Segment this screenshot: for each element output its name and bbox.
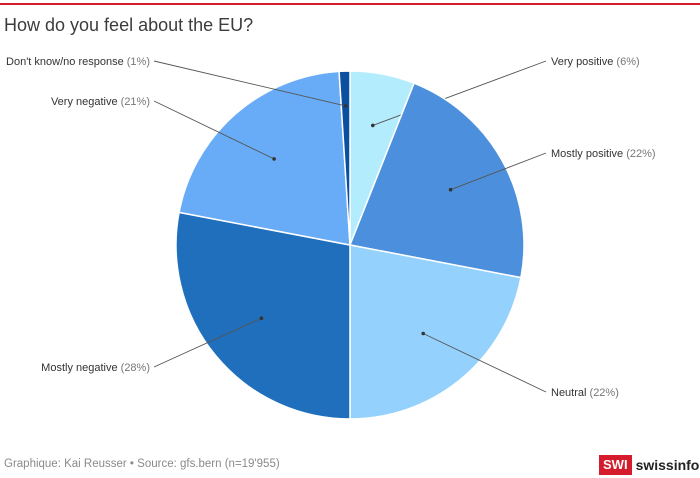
- leader-line-neutral: [423, 333, 547, 393]
- slice-label-very-negative: Very negative (21%): [51, 96, 150, 108]
- pie-slice-very-negative: [178, 70, 351, 246]
- leader-line-mostly-negative: [153, 317, 262, 368]
- pie-slice-don-t-know-no-response: [338, 70, 351, 246]
- slice-label-very-positive: Very positive (6%): [551, 56, 640, 68]
- slice-label-mostly-negative: Mostly negative (28%): [41, 362, 150, 374]
- top-accent-rule: [0, 3, 700, 5]
- leader-dot-very-positive: [371, 123, 375, 128]
- chart-title: How do you feel about the EU?: [4, 15, 254, 35]
- leader-line-don-t-know-no-response: [153, 60, 346, 107]
- slice-label-don-t-know-no-response: Don't know/no response (1%): [6, 56, 150, 68]
- leader-line-mostly-positive: [450, 152, 547, 191]
- swi-logo-box: SWI: [599, 455, 632, 475]
- leader-dot-very-negative: [272, 157, 276, 161]
- leader-dot-neutral: [421, 331, 426, 336]
- slice-label-mostly-positive: Mostly positive (22%): [551, 148, 656, 160]
- leader-dot-mostly-negative: [259, 316, 264, 321]
- pie-slice-neutral: [349, 244, 522, 420]
- pie-slice-mostly-positive: [348, 82, 525, 279]
- source-footer: Graphique: Kai Reusser • Source: gfs.ber…: [4, 458, 280, 470]
- slice-label-neutral: Neutral (22%): [551, 387, 619, 399]
- swissinfo-logo[interactable]: SWI swissinfo.ch: [599, 454, 700, 476]
- leader-line-very-negative: [153, 100, 275, 160]
- logo-wordmark: swissinfo.ch: [635, 457, 700, 473]
- leader-dot-don-t-know-no-response: [343, 104, 348, 108]
- leader-dot-mostly-positive: [448, 187, 453, 192]
- pie-slice-mostly-negative: [175, 211, 351, 420]
